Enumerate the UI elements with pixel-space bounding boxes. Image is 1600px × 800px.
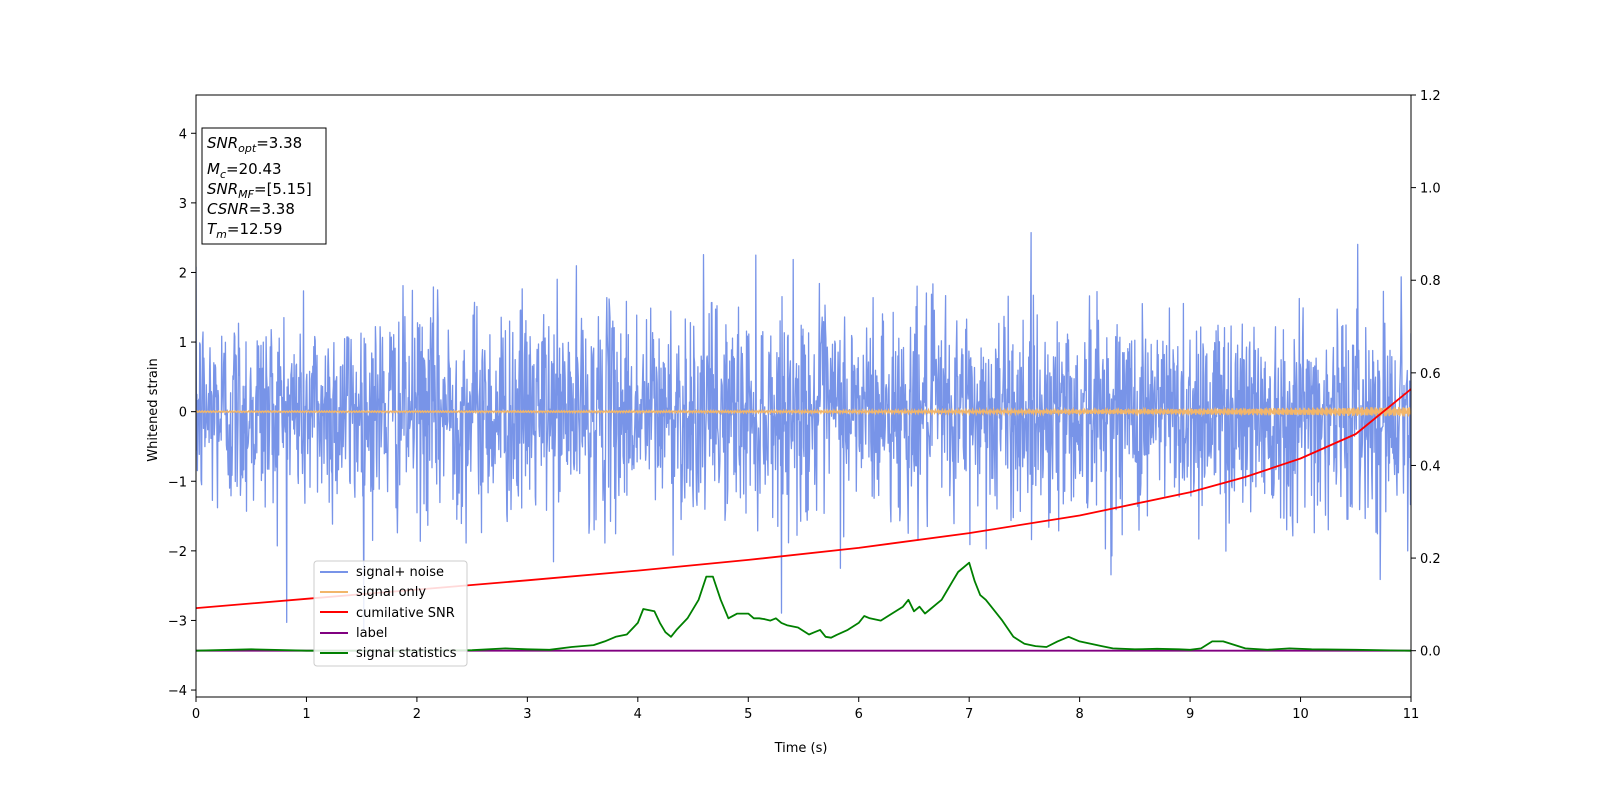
x-tick-label: 10 xyxy=(1292,707,1309,722)
series-signal-noise-line xyxy=(196,231,1411,632)
annotation-line-snr-opt: SNRopt=3.38 xyxy=(207,134,302,155)
y-tick-label: 2 xyxy=(179,266,187,281)
x-axis-label: Time (s) xyxy=(774,741,828,756)
y-tick-label: 4 xyxy=(179,127,187,142)
y-axis-label: Whitened strain xyxy=(146,358,161,461)
y-tick-label: −4 xyxy=(168,684,187,699)
x-tick-label: 0 xyxy=(192,707,200,722)
y-tick-label: 3 xyxy=(179,197,187,212)
y2-tick-label: 0.4 xyxy=(1420,459,1441,474)
x-tick-label: 2 xyxy=(413,707,421,722)
x-tick-label: 3 xyxy=(523,707,531,722)
legend-label-signal-only: signal only xyxy=(356,585,426,600)
y2-tick-label: 0.6 xyxy=(1420,367,1441,382)
legend-label-signal-statistics: signal statistics xyxy=(356,646,457,661)
x-tick-label: 5 xyxy=(744,707,752,722)
legend: signal+ noise signal only cumilative SNR… xyxy=(313,560,468,667)
series-signal-statistics-line xyxy=(196,561,1411,652)
annotation-line-mc: Mc=20.43 xyxy=(207,160,282,181)
x-tick-label: 11 xyxy=(1403,707,1420,722)
x-tick-label: 6 xyxy=(855,707,863,722)
x-tick-label: 4 xyxy=(634,707,642,722)
annotation-line-csnr: CSNR=3.38 xyxy=(207,200,295,218)
y-tick-label: −3 xyxy=(168,614,187,629)
annotation-border xyxy=(201,127,327,245)
y-tick-label: 0 xyxy=(179,406,187,421)
annotation-line-snr-mf: SNRMF=[5.15] xyxy=(207,180,312,201)
y2-tick-label: 0.0 xyxy=(1420,645,1441,660)
y2-tick-label: 1.0 xyxy=(1420,182,1441,197)
stats-annotation-box: SNRopt=3.38 Mc=20.43 SNRMF=[5.15] CSNR=3… xyxy=(201,127,327,245)
y-tick-label: 1 xyxy=(179,336,187,351)
x-tick-label: 8 xyxy=(1075,707,1083,722)
axes: 0 1 2 3 4 5 6 7 8 9 10 11 −4 −3 −2 −1 0 1 2 3 4 0.0 0.2 0.4 0.6 0… xyxy=(168,89,1441,722)
y2-tick-label: 0.8 xyxy=(1420,274,1441,289)
x-tick-label: 7 xyxy=(965,707,973,722)
legend-label-label: label xyxy=(356,626,387,641)
legend-label-cumulative-snr: cumilative SNR xyxy=(356,606,455,621)
x-tick-label: 9 xyxy=(1186,707,1194,722)
legend-frame xyxy=(313,560,468,667)
annotation-line-tm: Tm=12.59 xyxy=(207,220,282,241)
y2-tick-label: 1.2 xyxy=(1420,89,1441,104)
y-tick-label: −1 xyxy=(168,475,187,490)
y-tick-label: −2 xyxy=(168,545,187,560)
legend-label-signal-noise: signal+ noise xyxy=(356,565,444,580)
x-tick-label: 1 xyxy=(302,707,310,722)
axes-frame xyxy=(195,94,1412,698)
y2-tick-label: 0.2 xyxy=(1420,552,1441,567)
series-signal-only-line xyxy=(196,406,1411,417)
